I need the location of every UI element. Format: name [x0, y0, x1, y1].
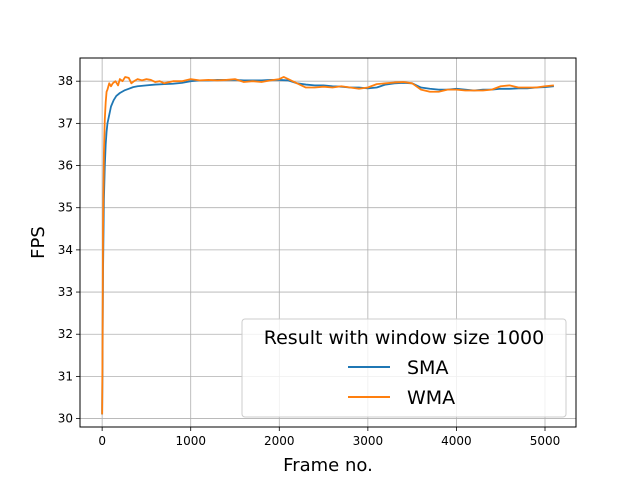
legend-label-sma: SMA	[407, 357, 448, 379]
y-tick-label: 38	[58, 74, 73, 88]
y-tick-label: 33	[58, 285, 73, 299]
y-tick-label: 30	[58, 412, 73, 426]
x-tick-label: 4000	[441, 434, 472, 448]
y-tick-label: 31	[58, 369, 73, 383]
x-tick-label: 0	[98, 434, 106, 448]
y-tick-label: 35	[58, 201, 73, 215]
x-tick-label: 5000	[530, 434, 561, 448]
y-tick-label: 36	[58, 159, 73, 173]
x-axis-label: Frame no.	[283, 455, 373, 476]
x-tick-label: 3000	[353, 434, 384, 448]
grid	[80, 58, 576, 427]
legend-box	[241, 318, 567, 418]
series-line-wma	[101, 76, 554, 415]
y-axis-label: FPS	[28, 226, 49, 259]
series-layer	[101, 76, 554, 415]
x-tick-label: 1000	[175, 434, 206, 448]
y-tick-label: 37	[58, 116, 73, 130]
plot-frame	[79, 57, 577, 428]
x-tick-label: 2000	[264, 434, 295, 448]
legend: Result with window size 1000 SMA WMA	[241, 318, 567, 418]
ticks: 0 1000 2000 3000 4000 5000 30 31 32 33 34 35 36 37 38	[58, 74, 561, 448]
legend-label-wma: WMA	[407, 387, 455, 409]
legend-title: Result with window size 1000	[264, 327, 544, 349]
y-tick-label: 34	[58, 243, 73, 257]
y-tick-label: 32	[58, 327, 73, 341]
